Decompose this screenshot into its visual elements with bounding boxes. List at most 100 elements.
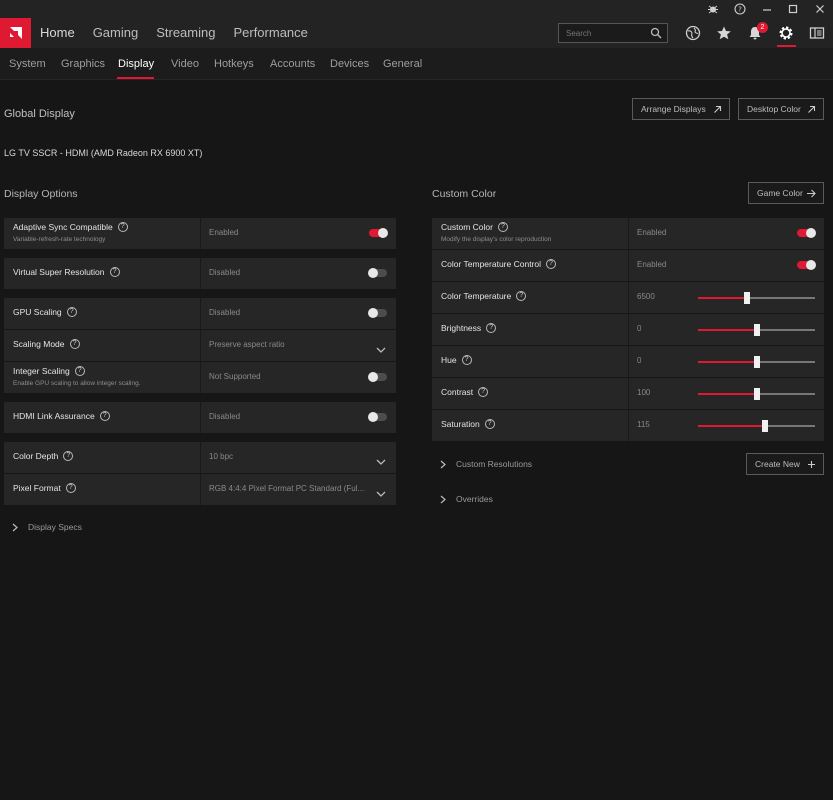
toggle-knob <box>368 268 378 278</box>
sidebar-panel-icon[interactable] <box>809 25 825 41</box>
virtual-super-resolution-toggle[interactable] <box>368 268 387 278</box>
tab-devices[interactable]: Devices <box>330 58 370 70</box>
custom-color-toggle[interactable] <box>797 228 816 238</box>
help-icon[interactable]: ? <box>516 291 527 301</box>
help-icon[interactable]: ? <box>69 339 80 349</box>
nav-gaming[interactable]: Gaming <box>92 25 139 40</box>
help-icon[interactable]: ? <box>117 222 128 232</box>
bug-icon[interactable] <box>707 3 719 15</box>
setting-value[interactable]: RGB 4:4:4 Pixel Format PC Standard (Ful.… <box>209 484 365 493</box>
maximize-icon[interactable] <box>787 3 799 15</box>
notification-badge: 2 <box>757 22 768 33</box>
setting-value: Disabled <box>209 268 241 277</box>
row-hdmi-link-assurance: HDMI Link Assurance? Disabled <box>4 402 396 433</box>
tab-video[interactable]: Video <box>171 58 199 70</box>
plus-icon <box>808 461 815 468</box>
slider-thumb[interactable] <box>744 292 751 304</box>
nav-streaming[interactable]: Streaming <box>156 25 216 40</box>
chevron-right-icon <box>12 523 18 531</box>
help-icon[interactable]: ? <box>486 323 497 333</box>
row-hue: Hue? 0 <box>432 346 824 377</box>
chevron-down-icon[interactable] <box>376 341 386 359</box>
custom-resolutions-label: Custom Resolutions <box>456 459 533 469</box>
help-icon[interactable]: ? <box>461 355 472 365</box>
display-specs-expander[interactable]: Display Specs <box>12 522 82 532</box>
setting-value: Disabled <box>209 308 241 317</box>
close-icon[interactable] <box>814 3 826 15</box>
setting-description: Modify the display's color reproduction <box>441 236 552 243</box>
overrides-expander[interactable]: Overrides <box>440 494 493 504</box>
row-color-depth: Color Depth? 10 bpc <box>4 442 396 473</box>
tab-hotkeys[interactable]: Hotkeys <box>214 58 254 70</box>
row-scaling-mode: Scaling Mode? Preserve aspect ratio <box>4 330 396 361</box>
hue-slider[interactable] <box>698 356 815 368</box>
slider-thumb[interactable] <box>753 324 760 336</box>
row-color-temperature: Color Temperature? 6500 <box>432 282 824 313</box>
slider-thumb[interactable] <box>761 420 768 432</box>
setting-value: 115 <box>637 420 650 429</box>
color-temperature-control-toggle[interactable] <box>797 260 816 270</box>
help-icon[interactable]: ? <box>478 387 489 397</box>
contrast-slider[interactable] <box>698 388 815 400</box>
help-icon[interactable]: ? <box>74 366 85 376</box>
row-brightness: Brightness? 0 <box>432 314 824 345</box>
external-arrow-icon <box>808 105 816 113</box>
help-icon[interactable]: ? <box>546 259 556 269</box>
help-icon[interactable]: ? <box>484 419 495 429</box>
setting-label: Hue? <box>441 355 472 365</box>
tab-accounts[interactable]: Accounts <box>270 58 316 70</box>
brightness-slider[interactable] <box>698 324 815 336</box>
nav-performance[interactable]: Performance <box>233 25 308 40</box>
color-temperature-slider[interactable] <box>698 292 815 304</box>
setting-value[interactable]: Preserve aspect ratio <box>209 340 285 349</box>
integer-scaling-toggle[interactable] <box>368 372 387 382</box>
active-tab-indicator <box>117 77 154 79</box>
help-icon[interactable]: ? <box>734 3 746 15</box>
chevron-down-icon[interactable] <box>376 453 386 471</box>
tab-system[interactable]: System <box>9 58 46 70</box>
column-divider <box>628 346 629 377</box>
setting-label-text: Color Depth <box>13 451 59 461</box>
gpu-scaling-toggle[interactable] <box>368 308 387 318</box>
search-input[interactable] <box>566 28 646 38</box>
gear-icon[interactable] <box>778 25 794 41</box>
slider-thumb[interactable] <box>753 388 760 400</box>
create-new-button[interactable]: Create New <box>746 453 824 475</box>
row-gpu-scaling: GPU Scaling? Disabled <box>4 298 396 329</box>
setting-value: Enabled <box>209 228 239 237</box>
help-icon[interactable]: ? <box>66 307 77 317</box>
slider-fill <box>698 425 765 427</box>
arrange-displays-button[interactable]: Arrange Displays <box>632 98 730 120</box>
game-color-button[interactable]: Game Color <box>748 182 824 204</box>
search-icon[interactable] <box>650 27 662 39</box>
star-icon[interactable] <box>716 25 732 41</box>
setting-label: Contrast? <box>441 387 489 397</box>
setting-label: Color Depth? <box>13 451 74 461</box>
chevron-down-icon[interactable] <box>376 485 386 503</box>
desktop-color-button[interactable]: Desktop Color <box>738 98 824 120</box>
custom-resolutions-expander[interactable]: Custom Resolutions <box>440 459 532 469</box>
tab-general[interactable]: General <box>383 58 423 70</box>
saturation-slider[interactable] <box>698 420 815 432</box>
amd-logo[interactable] <box>0 18 31 48</box>
tab-graphics[interactable]: Graphics <box>61 58 106 70</box>
tab-display[interactable]: Display <box>118 58 155 70</box>
help-icon[interactable]: ? <box>109 267 120 277</box>
hdmi-link-assurance-toggle[interactable] <box>368 412 387 422</box>
help-icon[interactable]: ? <box>99 411 110 421</box>
overrides-label: Overrides <box>456 494 493 504</box>
help-icon[interactable]: ? <box>497 222 508 232</box>
help-icon[interactable]: ? <box>63 451 74 461</box>
column-divider <box>200 258 201 289</box>
create-new-label: Create New <box>755 459 800 469</box>
top-bar: Home Gaming Streaming Performance 2 ? <box>0 0 833 48</box>
globe-icon[interactable] <box>685 25 701 41</box>
nav-home[interactable]: Home <box>40 25 75 40</box>
amd-logo-icon <box>9 27 22 39</box>
setting-value[interactable]: 10 bpc <box>209 452 234 461</box>
help-icon[interactable]: ? <box>65 483 76 493</box>
adaptive-sync-compatible-toggle[interactable] <box>369 228 388 238</box>
setting-label-text: Saturation <box>441 419 480 429</box>
slider-thumb[interactable] <box>753 356 760 368</box>
minimize-icon[interactable] <box>761 3 773 15</box>
